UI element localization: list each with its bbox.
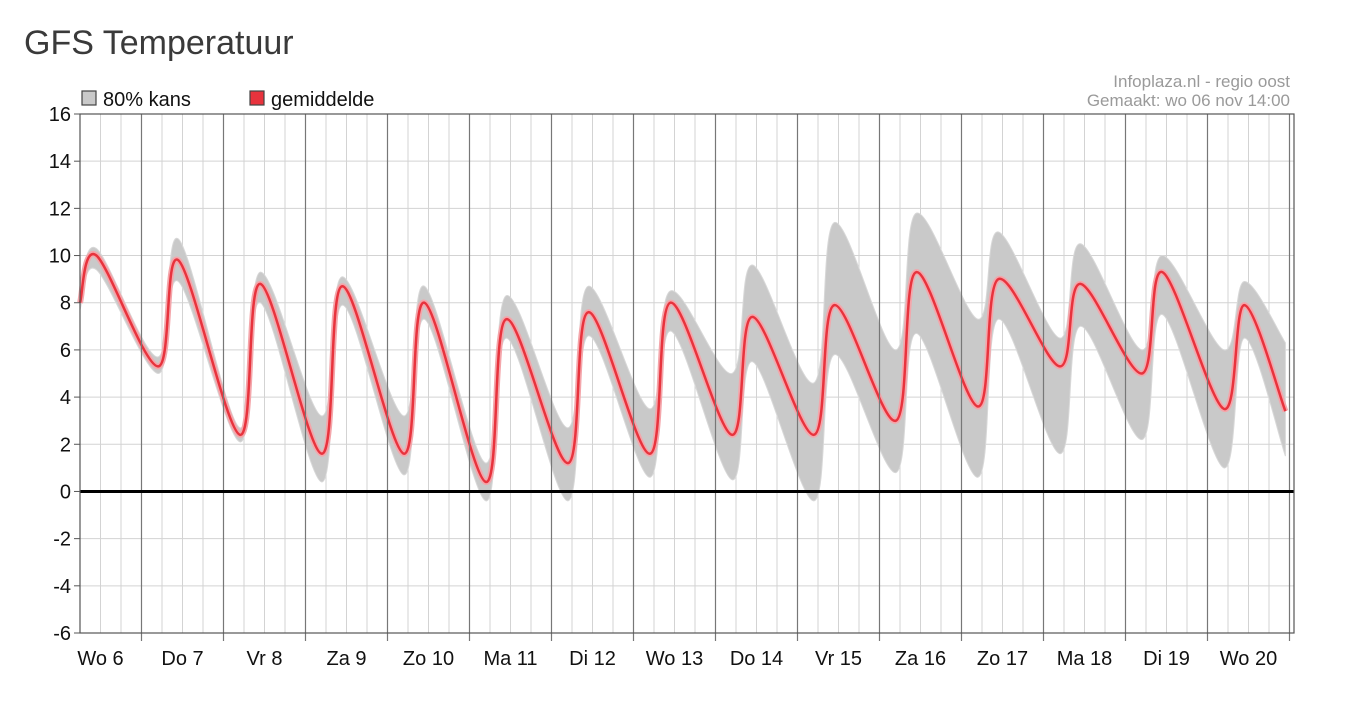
y-axis-ticks: 16 14 12 10 8 6 4 2 0 -2 -4 -6 xyxy=(49,104,80,645)
x-day-label: Wo 20 xyxy=(1220,648,1277,670)
y-tick-label: 6 xyxy=(60,340,71,362)
y-tick-label: 2 xyxy=(60,434,71,456)
x-day-label: Ma 18 xyxy=(1057,648,1113,670)
legend-swatch-band xyxy=(81,90,97,106)
plot-frame xyxy=(79,113,1295,634)
x-axis-labels: Wo 6 Do 7 Vr 8 Za 9 Zo 10 Ma 11 Di 12 Wo 13 Do 1… xyxy=(77,648,1277,670)
x-day-label: Di 19 xyxy=(1143,648,1190,670)
y-tick-label: 4 xyxy=(60,387,71,409)
y-tick-label: -2 xyxy=(53,529,71,551)
y-tick-label: -4 xyxy=(53,576,71,598)
y-tick-label: 0 xyxy=(60,481,71,503)
y-tick-label: -6 xyxy=(53,623,71,645)
x-day-label: Do 7 xyxy=(161,648,203,670)
day-divider-layer xyxy=(140,114,1291,641)
x-day-label: Zo 17 xyxy=(977,648,1028,670)
legend: 80% kans gemiddelde xyxy=(81,89,374,111)
y-tick-label: 10 xyxy=(49,246,71,268)
y-tick-label: 12 xyxy=(49,198,71,220)
x-day-label: Ma 11 xyxy=(483,648,537,670)
x-day-label: Za 16 xyxy=(895,648,946,670)
legend-label-mean: gemiddelde xyxy=(271,89,374,111)
x-day-label: Vr 15 xyxy=(815,648,862,670)
page-title: GFS Temperatuur xyxy=(24,24,294,62)
x-day-label: Wo 6 xyxy=(77,648,123,670)
credit: Infoplaza.nl - regio oost Gemaakt: wo 06… xyxy=(1087,72,1290,110)
x-day-label: Di 12 xyxy=(569,648,616,670)
x-day-label: Vr 8 xyxy=(247,648,283,670)
x-day-label: Za 9 xyxy=(326,648,366,670)
x-day-label: Do 14 xyxy=(730,648,783,670)
legend-label-band: 80% kans xyxy=(103,89,191,111)
y-tick-label: 14 xyxy=(49,151,71,173)
x-day-label: Zo 10 xyxy=(403,648,454,670)
y-tick-label: 8 xyxy=(60,293,71,315)
mean-line xyxy=(78,252,1287,484)
y-tick-label: 16 xyxy=(49,104,71,126)
legend-swatch-mean xyxy=(249,90,265,106)
x-day-label: Wo 13 xyxy=(646,648,703,670)
credit-timestamp: Gemaakt: wo 06 nov 14:00 xyxy=(1087,91,1290,110)
credit-source: Infoplaza.nl - regio oost xyxy=(1113,72,1290,91)
